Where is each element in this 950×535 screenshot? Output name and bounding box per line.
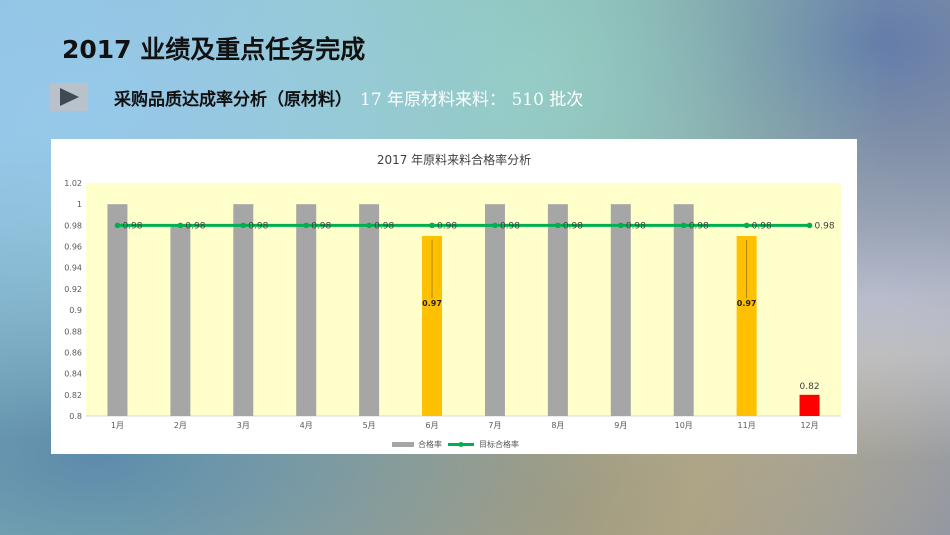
section-subtitle: 采购品质达成率分析（原材料） xyxy=(114,89,352,110)
bar-12月 xyxy=(799,394,820,416)
bar-6月 xyxy=(422,235,443,416)
target-data-label: 0.98 xyxy=(248,221,268,231)
target-data-label: 0.98 xyxy=(563,221,583,231)
x-tick-label: 3月 xyxy=(237,421,250,430)
target-data-label: 0.98 xyxy=(626,221,646,231)
y-tick-label: 1.02 xyxy=(64,179,82,188)
x-tick-label: 12月 xyxy=(800,421,818,430)
bar-data-label: 0.97 xyxy=(422,299,442,308)
page-title: 2017 业绩及重点任务完成 xyxy=(62,35,366,64)
target-point xyxy=(617,222,624,229)
plot-area xyxy=(86,183,841,416)
y-tick-label: 0.96 xyxy=(64,243,82,252)
x-tick-label: 8月 xyxy=(551,421,564,430)
x-tick-label: 1月 xyxy=(111,421,124,430)
target-point xyxy=(806,222,813,229)
y-tick-label: 0.86 xyxy=(64,348,82,357)
x-tick-label: 11月 xyxy=(738,421,756,430)
target-data-label: 0.98 xyxy=(311,221,331,231)
bar-4月 xyxy=(296,204,317,416)
target-point xyxy=(303,222,310,229)
y-tick-label: 0.88 xyxy=(64,327,82,336)
bar-9月 xyxy=(610,204,631,416)
target-point xyxy=(429,222,435,229)
target-data-label: 0.98 xyxy=(185,221,205,231)
bar-11月 xyxy=(736,235,757,416)
x-tick-label: 5月 xyxy=(363,421,376,430)
bar-7月 xyxy=(484,204,505,416)
batch-count-text: 17 年原材料来料： 510 批次 xyxy=(360,89,584,110)
target-point xyxy=(177,222,184,229)
legend-swatch-marker xyxy=(458,442,464,447)
subtitle-row: 采购品质达成率分析（原材料） 17 年原材料来料： 510 批次 xyxy=(50,83,583,111)
x-tick-label: 10月 xyxy=(675,421,693,430)
target-data-label: 0.98 xyxy=(122,221,142,231)
target-point xyxy=(743,222,750,229)
target-data-label: 0.98 xyxy=(815,221,835,231)
chart-panel: 2017 年原料来料合格率分析 0.8 0.82 0.84 0.86 0.88 0.9 0.9… xyxy=(51,139,857,454)
chart-title: 2017 年原料来料合格率分析 xyxy=(377,152,531,167)
target-point xyxy=(366,222,372,229)
x-tick-label: 9月 xyxy=(614,421,627,430)
target-point xyxy=(492,222,498,229)
target-data-label: 0.98 xyxy=(752,221,772,231)
target-point xyxy=(240,222,247,229)
target-point xyxy=(555,222,561,229)
x-tick-label: 6月 xyxy=(425,421,438,430)
x-tick-label: 2月 xyxy=(174,421,187,430)
x-tick-label: 7月 xyxy=(488,421,501,430)
target-point xyxy=(114,222,121,229)
bar-5月 xyxy=(359,204,380,416)
legend-label-line: 目标合格率 xyxy=(479,439,519,449)
y-tick-label: 0.84 xyxy=(64,370,82,379)
y-tick-label: 0.8 xyxy=(69,412,82,421)
y-tick-label: 0.98 xyxy=(64,221,82,230)
y-tick-label: 0.82 xyxy=(64,391,82,400)
target-point xyxy=(680,222,687,229)
pass-rate-chart: 2017 年原料来料合格率分析 0.8 0.82 0.84 0.86 0.88 0.9 0.9… xyxy=(64,152,841,449)
y-tick-label: 0.94 xyxy=(64,264,82,273)
legend-label-bar: 合格率 xyxy=(418,439,442,449)
bar-10月 xyxy=(673,204,694,416)
bar-1月 xyxy=(107,204,128,416)
y-tick-label: 0.9 xyxy=(69,306,82,315)
target-data-label: 0.98 xyxy=(689,221,709,231)
x-tick-label: 4月 xyxy=(300,421,313,430)
legend-swatch-bar xyxy=(392,442,414,447)
y-tick-label: 1 xyxy=(77,200,82,209)
bar-3月 xyxy=(233,204,254,416)
target-data-label: 0.98 xyxy=(374,221,394,231)
y-tick-label: 0.92 xyxy=(64,285,82,294)
play-arrow-icon xyxy=(50,83,88,111)
target-data-label: 0.98 xyxy=(500,221,520,231)
target-data-label: 0.98 xyxy=(437,221,457,231)
bar-data-label: 0.97 xyxy=(737,299,757,308)
bar-8月 xyxy=(547,204,568,416)
bar-data-label: 0.82 xyxy=(800,382,820,392)
bar-2月 xyxy=(170,225,191,416)
